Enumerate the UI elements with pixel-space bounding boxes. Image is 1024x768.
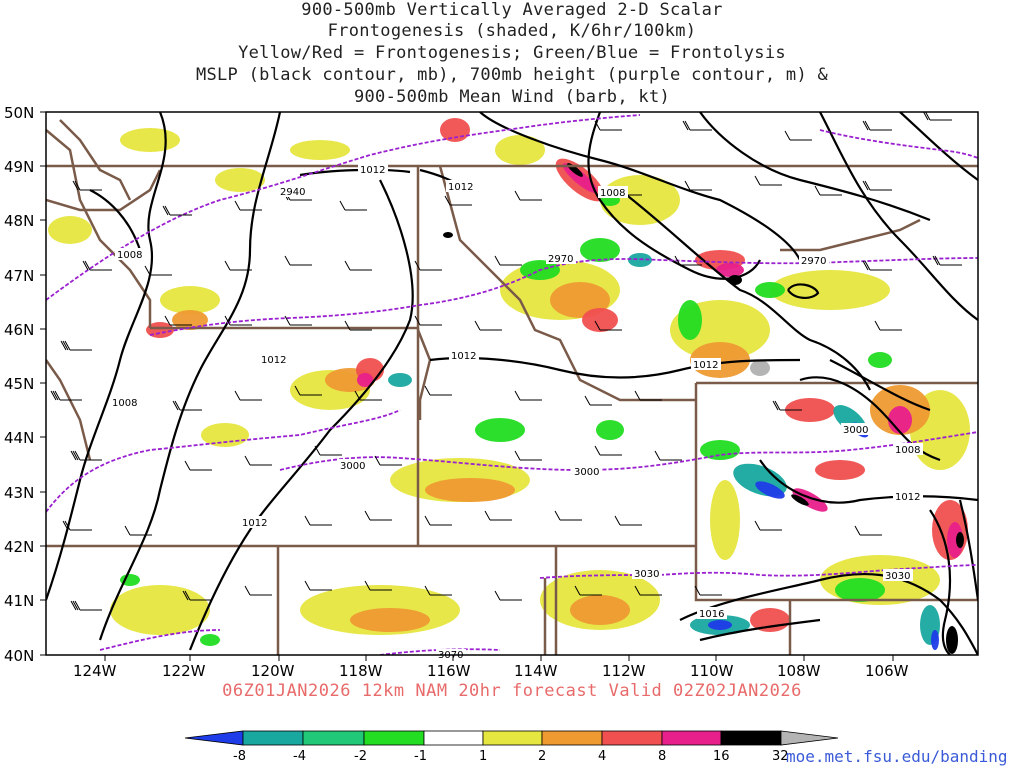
mslp-contours [46,112,978,655]
lat-label: 42N [4,538,34,556]
mslp-label: 1012 [360,165,385,176]
mslp-label: 1008 [600,188,625,199]
title-line-4: MSLP (black contour, mb), 700mb height (… [195,65,829,85]
height-label: 3000 [340,461,365,472]
lat-label: 40N [4,647,34,665]
height-label: 2970 [548,254,573,265]
height-contours [46,114,978,655]
mslp-label: 1012 [448,182,473,193]
longitude-axis [104,655,894,661]
colorbar-tick: 2 [538,749,546,764]
colorbar-tick: 32 [772,749,789,764]
colorbar-tick: 4 [598,749,606,764]
lat-label: 44N [4,429,34,447]
source-credit-link[interactable]: moe.met.fsu.edu/banding [786,747,1008,766]
mslp-label: 1008 [112,398,137,409]
lon-label: 118W [339,662,383,680]
colorbar-swatch [661,730,722,746]
colorbar-swatch [720,730,782,746]
lat-label: 48N [4,212,34,230]
height-label: 2970 [801,256,826,267]
title-line-3: Yellow/Red = Frontogenesis; Green/Blue =… [238,43,786,63]
lon-label: 112W [602,662,646,680]
contour-labels: 1012 1012 1008 1008 1012 1012 1008 1012 … [110,163,923,661]
mslp-labels: 1012 1012 1008 1008 1012 1012 1008 1012 … [110,163,923,620]
lat-label: 41N [4,592,34,610]
mslp-label: 1008 [117,250,142,261]
lon-label: 122W [162,662,206,680]
lon-label: 110W [690,662,734,680]
lat-label: 47N [4,267,34,285]
colorbar-swatch [302,730,365,746]
colorbar-swatch [423,730,484,746]
latitude-labels: 50N 49N 48N 47N 46N 45N 44N 43N 42N 41N … [4,104,34,665]
frontogenesis-shading [48,118,970,654]
forecast-run-info: 06Z01JAN2026 12km NAM 20hr forecast Vali… [222,681,802,701]
mslp-label: 1012 [693,360,718,371]
title-line-1: 900-500mb Vertically Averaged 2-D Scalar [301,0,723,20]
title-line-2: Frontogenesis (shaded, K/6hr/100km) [327,21,697,41]
colorbar-swatch [363,730,425,746]
lat-label: 46N [4,321,34,339]
mslp-label: 1012 [261,355,286,366]
colorbar-swatch [482,730,543,746]
height-label: 3030 [885,571,910,582]
title-line-5: 900-500mb Mean Wind (barb, kt) [353,87,671,107]
colorbar-tick: 8 [658,749,666,764]
lat-label: 49N [4,158,34,176]
lat-label: 43N [4,484,34,502]
colorbar-tick: 16 [713,749,730,764]
lon-label: 120W [251,662,295,680]
lat-label: 50N [4,104,34,122]
height-label: 3030 [634,569,659,580]
height-label: 3000 [574,467,599,478]
mslp-label: 1016 [699,609,724,620]
mslp-label: 1012 [451,351,476,362]
longitude-labels: 124W 122W 120W 118W 116W 114W 112W 110W … [73,662,909,680]
latitude-axis [40,111,46,656]
mslp-label: 1012 [895,492,920,503]
colorbar-swatch [242,730,304,746]
mslp-label: 1008 [895,445,920,456]
colorbar: -8 -4 -2 -1 1 2 4 8 16 32 [184,730,839,764]
colorbar-tick: -1 [414,749,427,764]
colorbar-tick: 1 [479,749,487,764]
mslp-label: 1012 [242,518,267,529]
colorbar-swatch [541,730,603,746]
colorbar-swatch [780,730,839,746]
lon-label: 124W [73,662,117,680]
colorbar-tick: -8 [233,749,246,764]
height-label: 3000 [843,425,868,436]
lat-label: 45N [4,375,34,393]
colorbar-tick: -4 [293,749,306,764]
lon-label: 106W [865,662,909,680]
colorbar-swatch [601,730,663,746]
wind-barbs [50,112,962,611]
lon-label: 116W [427,662,471,680]
lon-label: 114W [514,662,558,680]
colorbar-swatch [184,730,244,746]
height-label: 2940 [280,187,305,198]
lon-label: 108W [777,662,821,680]
colorbar-tick: -2 [354,749,367,764]
